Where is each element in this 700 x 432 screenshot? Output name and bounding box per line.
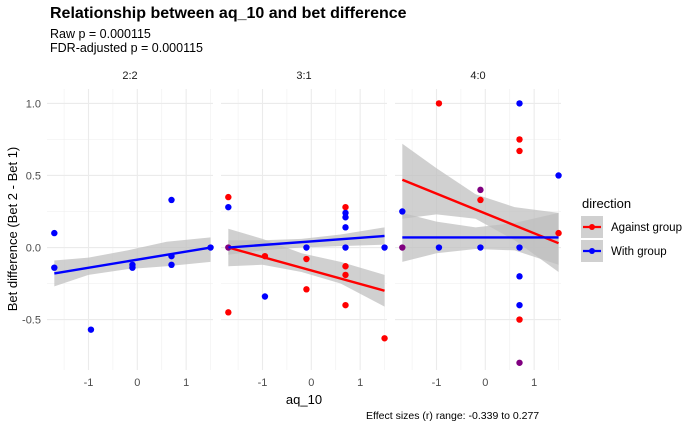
y-tick-label: 0.0 — [26, 243, 41, 255]
facet-strip-label: 2:2 — [122, 70, 137, 82]
y-tick-label: 1.0 — [26, 98, 41, 110]
fit-line-with — [228, 234, 385, 249]
data-point-against — [303, 255, 310, 263]
data-point-with — [87, 326, 95, 333]
data-point-against — [342, 271, 349, 279]
x-tick-label: -1 — [432, 377, 442, 389]
effect-size-caption: Effect sizes (r) range: -0.339 to 0.277 — [366, 410, 540, 422]
facet-panel-4-0: 4:0 -1 0 1 — [395, 70, 562, 389]
data-point-with — [477, 244, 484, 251]
data-point-with — [342, 224, 349, 231]
facet-strip-label: 3:1 — [296, 70, 311, 82]
data-point-overlap — [399, 244, 406, 251]
data-point-against — [342, 263, 349, 270]
facet-panel-2-2: 2:2 -1 0 1 — [47, 70, 214, 389]
subtitle-fdr-p: FDR-adjusted p = 0.000115 — [50, 41, 203, 55]
fit-line-against — [401, 178, 560, 245]
legend-key-point — [589, 224, 595, 230]
x-tick-label: 0 — [482, 377, 488, 389]
facet-strip-label: 4:0 — [470, 70, 485, 82]
legend: direction Against group With group — [581, 196, 682, 262]
chart-title: Relationship between aq_10 and bet diffe… — [50, 5, 407, 22]
fit-line-against — [228, 246, 385, 292]
data-point-against — [342, 203, 349, 211]
data-point-against — [225, 193, 232, 201]
fit-line-with — [54, 246, 211, 275]
data-point-against — [435, 100, 443, 107]
legend-label-with: With group — [611, 246, 667, 258]
data-point-with — [435, 244, 443, 251]
data-point-with — [555, 172, 562, 179]
data-point-against — [516, 136, 523, 143]
x-tick-label: -1 — [84, 377, 94, 389]
data-point-with — [516, 273, 523, 280]
data-point-with — [303, 244, 310, 251]
data-point-with — [342, 214, 349, 221]
legend-key-point — [589, 248, 595, 254]
data-point-with — [516, 301, 523, 309]
confidence-band-with — [402, 212, 559, 265]
data-point-against — [516, 147, 523, 155]
data-point-overlap — [477, 186, 484, 194]
x-tick-label: -1 — [258, 377, 268, 389]
data-point-against — [381, 335, 388, 342]
data-point-with — [168, 196, 175, 204]
data-point-with — [168, 261, 175, 269]
data-point-with — [261, 293, 269, 300]
x-tick-label: 1 — [183, 377, 189, 389]
data-point-overlap — [516, 359, 523, 366]
subtitle-raw-p: Raw p = 0.000115 — [50, 27, 151, 41]
data-point-with — [225, 203, 232, 211]
data-point-against — [516, 316, 523, 323]
data-point-against — [555, 229, 562, 237]
y-tick-label: -0.5 — [22, 315, 41, 327]
x-tick-label: 0 — [308, 377, 314, 389]
x-tick-label: 1 — [531, 377, 537, 389]
data-point-with — [51, 229, 58, 237]
data-point-with — [516, 100, 523, 107]
data-point-with — [129, 264, 136, 271]
data-point-against — [342, 301, 349, 309]
data-point-with — [399, 208, 406, 215]
x-axis-title: aq_10 — [286, 392, 322, 407]
data-point-with — [381, 244, 388, 251]
data-point-against — [225, 309, 232, 316]
data-point-against — [477, 196, 484, 204]
y-tick-label: 0.5 — [26, 170, 41, 182]
x-tick-label: 1 — [357, 377, 363, 389]
y-axis-title: Bet difference (Bet 2 - Bet 1) — [5, 147, 20, 312]
x-tick-label: 0 — [134, 377, 140, 389]
facet-panel-3-1: 3:1 -1 0 1 — [221, 70, 388, 389]
data-point-against — [303, 286, 310, 293]
legend-label-against: Against group — [611, 222, 682, 234]
legend-title: direction — [582, 196, 631, 211]
data-point-with — [516, 244, 523, 251]
data-point-with — [51, 264, 58, 271]
data-point-with — [342, 244, 349, 251]
